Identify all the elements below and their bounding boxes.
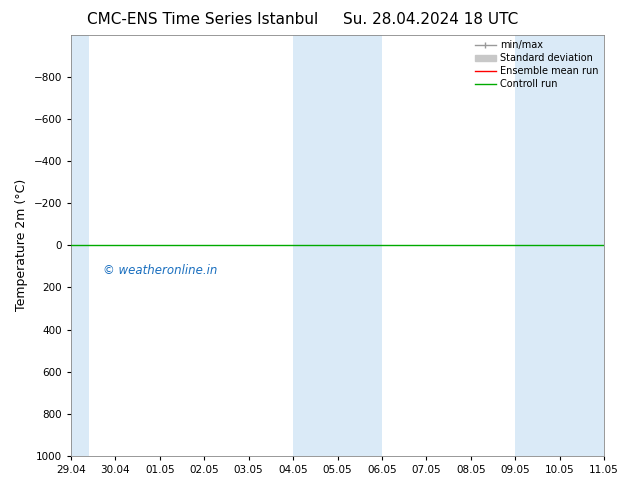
Text: CMC-ENS Time Series Istanbul: CMC-ENS Time Series Istanbul — [87, 12, 318, 27]
Bar — [293, 35, 382, 456]
Legend: min/max, Standard deviation, Ensemble mean run, Controll run: min/max, Standard deviation, Ensemble me… — [470, 37, 602, 93]
Y-axis label: Temperature 2m (°C): Temperature 2m (°C) — [15, 179, 28, 312]
Bar — [515, 35, 604, 456]
Text: © weatheronline.in: © weatheronline.in — [103, 264, 217, 277]
Text: Su. 28.04.2024 18 UTC: Su. 28.04.2024 18 UTC — [344, 12, 519, 27]
Bar — [71, 35, 89, 456]
